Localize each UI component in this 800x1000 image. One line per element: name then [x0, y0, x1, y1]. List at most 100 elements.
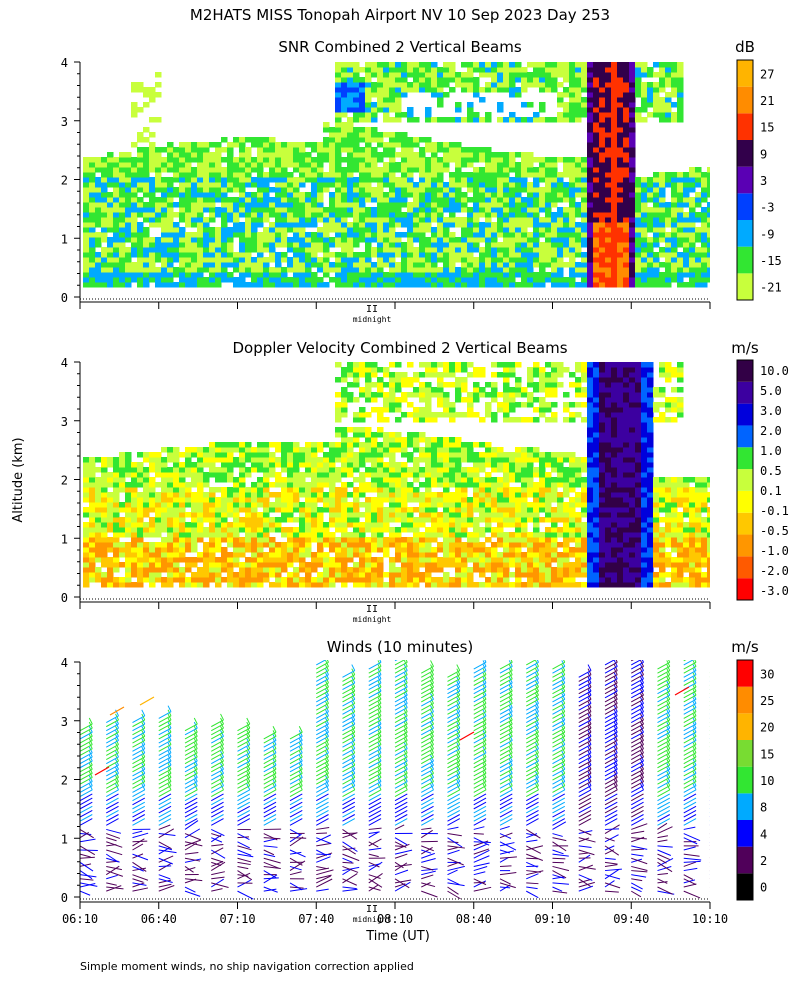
snr-cell: [545, 77, 552, 83]
doppler-cell: [287, 467, 294, 473]
doppler-cell: [383, 372, 390, 378]
snr-cell: [401, 152, 408, 158]
doppler-cell: [155, 492, 162, 498]
snr-cell: [515, 217, 522, 223]
snr-cell: [383, 272, 390, 278]
snr-cell: [353, 97, 360, 103]
snr-cell: [545, 262, 552, 268]
snr-cell: [173, 212, 180, 218]
snr-cell: [641, 102, 648, 108]
doppler-cell: [131, 467, 138, 473]
snr-cell: [617, 237, 624, 243]
snr-cell: [125, 197, 132, 203]
snr-cell: [629, 172, 636, 178]
doppler-cell: [203, 457, 210, 463]
snr-cell: [503, 212, 510, 218]
doppler-cell: [245, 527, 252, 533]
snr-cell: [587, 212, 594, 218]
snr-cell: [647, 187, 654, 193]
snr-cell: [425, 197, 432, 203]
snr-cell: [341, 187, 348, 193]
doppler-cell: [191, 467, 198, 473]
doppler-cell: [371, 362, 378, 368]
snr-cell: [677, 237, 684, 243]
snr-cell: [335, 252, 342, 258]
snr-cell: [119, 187, 126, 193]
snr-cell: [401, 77, 408, 83]
snr-cell: [377, 227, 384, 233]
snr-cell: [239, 242, 246, 248]
doppler-cell: [131, 532, 138, 538]
snr-cell: [473, 182, 480, 188]
doppler-cell: [329, 447, 336, 453]
snr-cell: [317, 142, 324, 148]
snr-cell: [365, 262, 372, 268]
snr-cell: [425, 252, 432, 258]
snr-cell: [515, 67, 522, 73]
snr-cell: [575, 82, 582, 88]
snr-cell: [233, 172, 240, 178]
snr-cell: [407, 137, 414, 143]
snr-heatmap: [83, 62, 710, 288]
snr-cell: [197, 257, 204, 263]
doppler-cell: [131, 462, 138, 468]
snr-cell: [389, 107, 396, 113]
snr-cell: [167, 222, 174, 228]
snr-cell: [113, 202, 120, 208]
doppler-cell: [119, 527, 126, 533]
snr-cell: [611, 282, 618, 288]
snr-cell: [419, 72, 426, 78]
doppler-cell: [173, 572, 180, 578]
doppler-cell: [377, 417, 384, 423]
snr-cell: [401, 147, 408, 153]
doppler-cell: [299, 582, 306, 588]
y-tick-label: 4: [61, 56, 68, 70]
snr-cell: [485, 197, 492, 203]
snr-cell: [707, 237, 710, 243]
snr-cell: [593, 107, 600, 113]
snr-cell: [359, 182, 366, 188]
doppler-cell: [431, 557, 438, 563]
doppler-cell: [251, 557, 258, 563]
snr-cell: [311, 282, 318, 288]
snr-cell: [359, 157, 366, 163]
snr-cell: [179, 247, 186, 253]
snr-cell: [437, 267, 444, 273]
doppler-cell: [311, 472, 318, 478]
snr-cell: [215, 192, 222, 198]
snr-cell: [293, 242, 300, 248]
doppler-cell: [389, 382, 396, 388]
snr-cell: [311, 187, 318, 193]
doppler-cell: [401, 572, 408, 578]
snr-cell: [659, 82, 666, 88]
doppler-cell: [305, 497, 312, 503]
doppler-cell: [365, 557, 372, 563]
snr-cell: [443, 227, 450, 233]
snr-cell: [329, 172, 336, 178]
snr-cell: [167, 142, 174, 148]
doppler-cell: [383, 367, 390, 373]
snr-cell: [569, 77, 576, 83]
snr-cell: [623, 77, 630, 83]
snr-cell: [191, 267, 198, 273]
doppler-cell: [209, 512, 216, 518]
snr-cell: [467, 187, 474, 193]
snr-cell: [413, 252, 420, 258]
snr-cell: [155, 272, 162, 278]
doppler-cell: [359, 387, 366, 393]
doppler-cell: [161, 487, 168, 493]
doppler-cell: [149, 517, 156, 523]
snr-cell: [659, 97, 666, 103]
snr-cell: [203, 197, 210, 203]
doppler-cell: [389, 492, 396, 498]
snr-cell: [599, 97, 606, 103]
snr-cell: [467, 217, 474, 223]
snr-cell: [413, 157, 420, 163]
snr-cell: [395, 117, 402, 123]
doppler-cell: [191, 482, 198, 488]
snr-cell: [119, 172, 126, 178]
snr-cell: [239, 237, 246, 243]
doppler-cell: [275, 547, 282, 553]
doppler-cell: [239, 527, 246, 533]
